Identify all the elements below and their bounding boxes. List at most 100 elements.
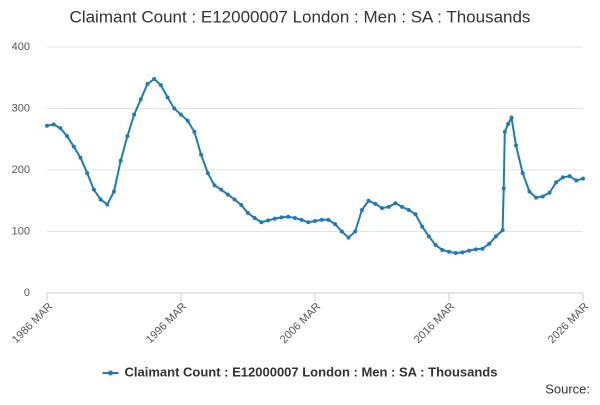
point (406, 207, 411, 212)
point (514, 143, 518, 148)
point (232, 197, 237, 202)
point (266, 218, 271, 223)
point (292, 215, 297, 220)
point (152, 76, 157, 81)
point (172, 106, 177, 111)
point (199, 152, 204, 157)
point (460, 250, 465, 255)
point (158, 83, 163, 88)
legend-item: Claimant Count : E12000007 London : Men … (102, 364, 498, 379)
point (487, 241, 492, 246)
point (319, 217, 324, 222)
point (426, 234, 431, 239)
point (45, 123, 49, 128)
point (386, 204, 391, 209)
source: Source: (545, 381, 590, 396)
x-tick-label: 2016 MAR (412, 301, 457, 346)
point (85, 171, 90, 176)
point (205, 171, 210, 176)
point (91, 187, 96, 192)
x-tick-label: 1996 MAR (144, 301, 189, 346)
point (373, 201, 378, 206)
point (493, 234, 498, 239)
point (581, 176, 585, 181)
point (574, 178, 579, 183)
y-tick-label: 400 (12, 41, 30, 53)
point (447, 249, 451, 254)
point (179, 112, 183, 117)
point (313, 219, 317, 224)
point (98, 197, 103, 202)
point (105, 202, 110, 207)
line (46, 77, 584, 255)
point (112, 189, 116, 194)
point (51, 122, 56, 127)
point (252, 215, 257, 220)
point (453, 251, 458, 256)
point (501, 186, 506, 191)
point (138, 97, 143, 102)
point (353, 229, 358, 234)
point (65, 134, 70, 139)
point (145, 81, 150, 86)
point (440, 247, 445, 252)
x-tick-label: 1986 MAR (10, 301, 55, 346)
point (306, 220, 311, 225)
point (380, 206, 384, 211)
point (212, 183, 217, 188)
point (560, 175, 565, 180)
x-tick-label: 2006 MAR (278, 301, 323, 346)
point (393, 201, 398, 206)
point (272, 216, 277, 221)
legend-label: Claimant Count : E12000007 London : Men … (125, 364, 498, 379)
chart-title: Claimant Count : E12000007 London : Men … (70, 7, 531, 26)
point (567, 174, 572, 179)
point (118, 158, 123, 163)
point (239, 203, 244, 208)
point (473, 247, 478, 252)
y-tick-label: 200 (12, 164, 30, 176)
point (366, 198, 371, 203)
point (225, 192, 230, 197)
point (346, 235, 351, 240)
point (125, 134, 130, 139)
point (400, 204, 405, 209)
point (219, 187, 224, 192)
point (192, 129, 197, 134)
point (527, 189, 532, 194)
point (185, 118, 190, 123)
point (326, 217, 331, 222)
point (502, 129, 507, 134)
point (246, 211, 250, 216)
point (259, 220, 264, 225)
point (433, 243, 438, 248)
y-tick-label: 300 (12, 102, 30, 114)
point (279, 215, 284, 220)
y-tick-label: 100 (12, 225, 30, 237)
legend-marker (108, 370, 114, 376)
point (509, 115, 514, 120)
point (299, 217, 304, 222)
point (339, 229, 344, 234)
point (413, 212, 418, 217)
x-tick-label: 2026 MAR (546, 301, 591, 346)
y-tick-label: 0 (24, 287, 30, 299)
point (540, 194, 545, 199)
point (506, 121, 511, 126)
point (165, 95, 170, 100)
point (78, 155, 83, 160)
point (554, 180, 559, 185)
point (480, 246, 485, 251)
point (420, 224, 425, 229)
point (132, 112, 137, 117)
point (333, 222, 338, 227)
point (500, 228, 505, 233)
point (467, 248, 472, 253)
point (286, 214, 291, 219)
point (58, 126, 63, 131)
point (359, 207, 364, 212)
point (520, 171, 525, 176)
point (71, 144, 76, 149)
